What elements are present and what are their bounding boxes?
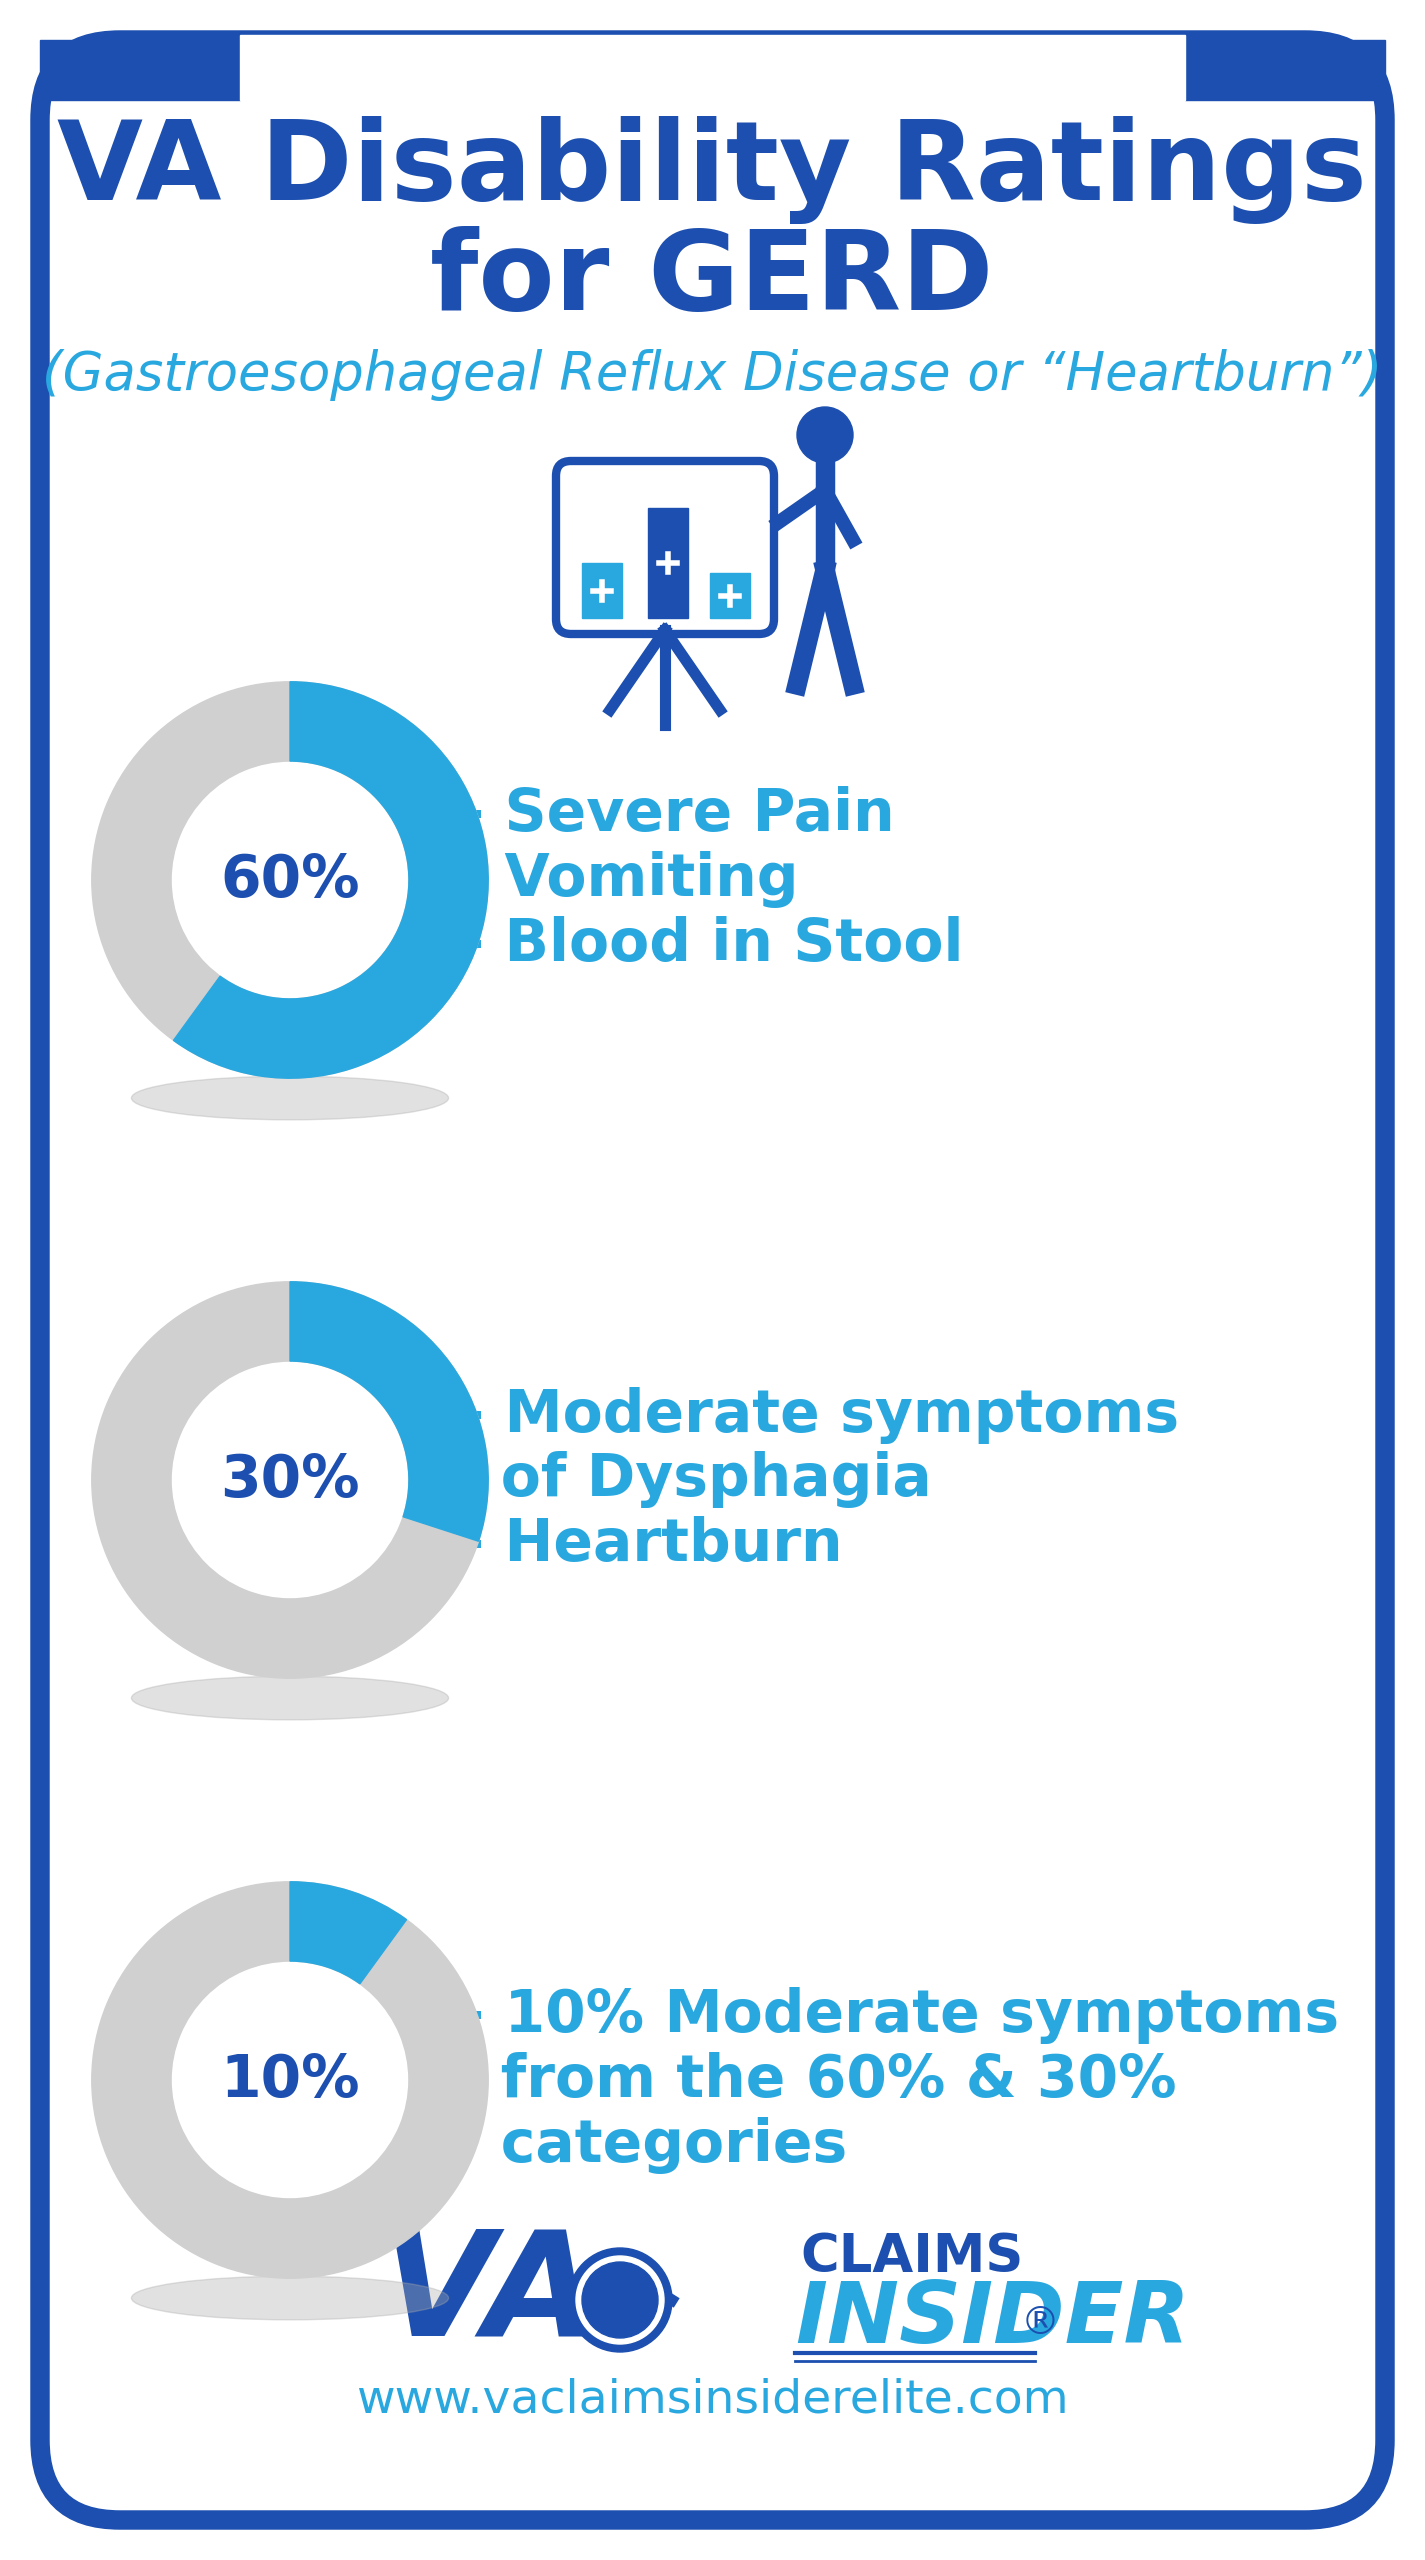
Text: - Blood in Stool: - Blood in Stool <box>460 916 963 973</box>
Text: - Heartburn: - Heartburn <box>460 1516 842 1574</box>
Wedge shape <box>174 681 489 1078</box>
Text: www.vaclaimsinsiderelite.com: www.vaclaimsinsiderelite.com <box>356 2378 1069 2422</box>
Text: - Moderate symptoms: - Moderate symptoms <box>460 1388 1178 1444</box>
Wedge shape <box>291 1283 489 1541</box>
Text: from the 60% & 30%: from the 60% & 30% <box>460 2051 1177 2109</box>
Ellipse shape <box>131 1677 449 1720</box>
Wedge shape <box>91 1283 489 1679</box>
Text: 10%: 10% <box>221 2051 359 2109</box>
Text: 30%: 30% <box>221 1452 359 1508</box>
Text: of Dysphagia: of Dysphagia <box>460 1452 932 1508</box>
Bar <box>40 41 239 100</box>
Wedge shape <box>291 1882 406 1984</box>
Text: - Vomiting: - Vomiting <box>460 852 798 909</box>
Text: ®: ® <box>1020 2304 1059 2342</box>
Ellipse shape <box>131 2276 449 2319</box>
Text: - 10% Moderate symptoms: - 10% Moderate symptoms <box>460 1987 1340 2043</box>
Wedge shape <box>91 1882 489 2278</box>
Text: categories: categories <box>460 2117 848 2173</box>
Text: VA: VA <box>382 2225 598 2365</box>
Text: INSIDER: INSIDER <box>795 2278 1190 2360</box>
Circle shape <box>576 2255 664 2345</box>
Text: for GERD: for GERD <box>430 225 993 333</box>
Text: - Severe Pain: - Severe Pain <box>460 786 895 842</box>
Bar <box>239 36 1186 100</box>
Circle shape <box>581 2263 658 2337</box>
Text: VA Disability Ratings: VA Disability Ratings <box>57 115 1367 223</box>
Ellipse shape <box>131 1075 449 1119</box>
Wedge shape <box>91 681 489 1078</box>
Circle shape <box>797 407 854 463</box>
Circle shape <box>569 2248 673 2353</box>
Text: 60%: 60% <box>221 852 359 909</box>
Bar <box>648 507 688 617</box>
Bar <box>1186 41 1385 100</box>
Text: CLAIMS: CLAIMS <box>799 2230 1023 2284</box>
Bar <box>581 563 621 617</box>
Bar <box>710 573 750 617</box>
Text: (Gastroesophageal Reflux Disease or “Heartburn”): (Gastroesophageal Reflux Disease or “Hea… <box>41 348 1382 402</box>
FancyBboxPatch shape <box>556 461 774 635</box>
